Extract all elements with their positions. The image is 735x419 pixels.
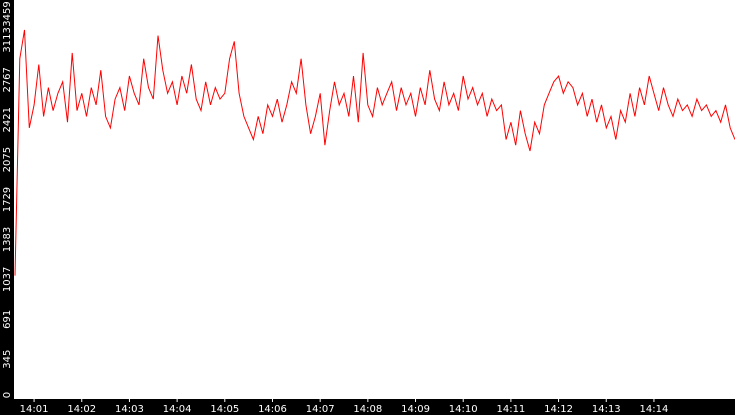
x-tick-label: 14:09: [401, 404, 430, 415]
y-tick-label: 3113: [2, 27, 13, 52]
x-tick-label: 14:06: [258, 404, 287, 415]
y-tick-label: 3459: [2, 1, 13, 26]
y-tick-label: 1037: [2, 267, 13, 292]
x-tick-label: 14:02: [67, 404, 96, 415]
x-axis-bar: [0, 399, 735, 415]
y-tick-label: 1729: [2, 187, 13, 212]
x-tick-label: 14:07: [306, 404, 335, 415]
series-line: [14, 29, 735, 276]
x-tick-label: 14:03: [115, 404, 144, 415]
x-tick-label: 14:08: [353, 404, 382, 415]
y-tick-label: 691: [2, 310, 13, 329]
y-tick-label: 2767: [2, 67, 13, 92]
y-tick-label: 345: [2, 350, 13, 369]
y-tick-label: 2421: [2, 107, 13, 132]
y-tick-label: 1383: [2, 227, 13, 252]
x-tick-label: 14:14: [640, 404, 669, 415]
x-tick-label: 14:05: [210, 404, 239, 415]
x-tick-label: 14:01: [20, 404, 49, 415]
x-tick-label: 14:10: [449, 404, 478, 415]
series-group: [14, 29, 735, 276]
x-tick-label: 14:11: [496, 404, 525, 415]
x-tick-label: 14:13: [592, 404, 621, 415]
x-tick-label: 14:12: [544, 404, 573, 415]
x-tick-label: 14:04: [163, 404, 192, 415]
y-axis-bar: [0, 0, 14, 415]
y-tick-label: 0: [2, 392, 13, 398]
x-tick-labels: 14:01 14:02 14:03 14:04 14:05 14:06 14:07 14:08…: [20, 399, 669, 415]
y-tick-label: 2075: [2, 147, 13, 172]
